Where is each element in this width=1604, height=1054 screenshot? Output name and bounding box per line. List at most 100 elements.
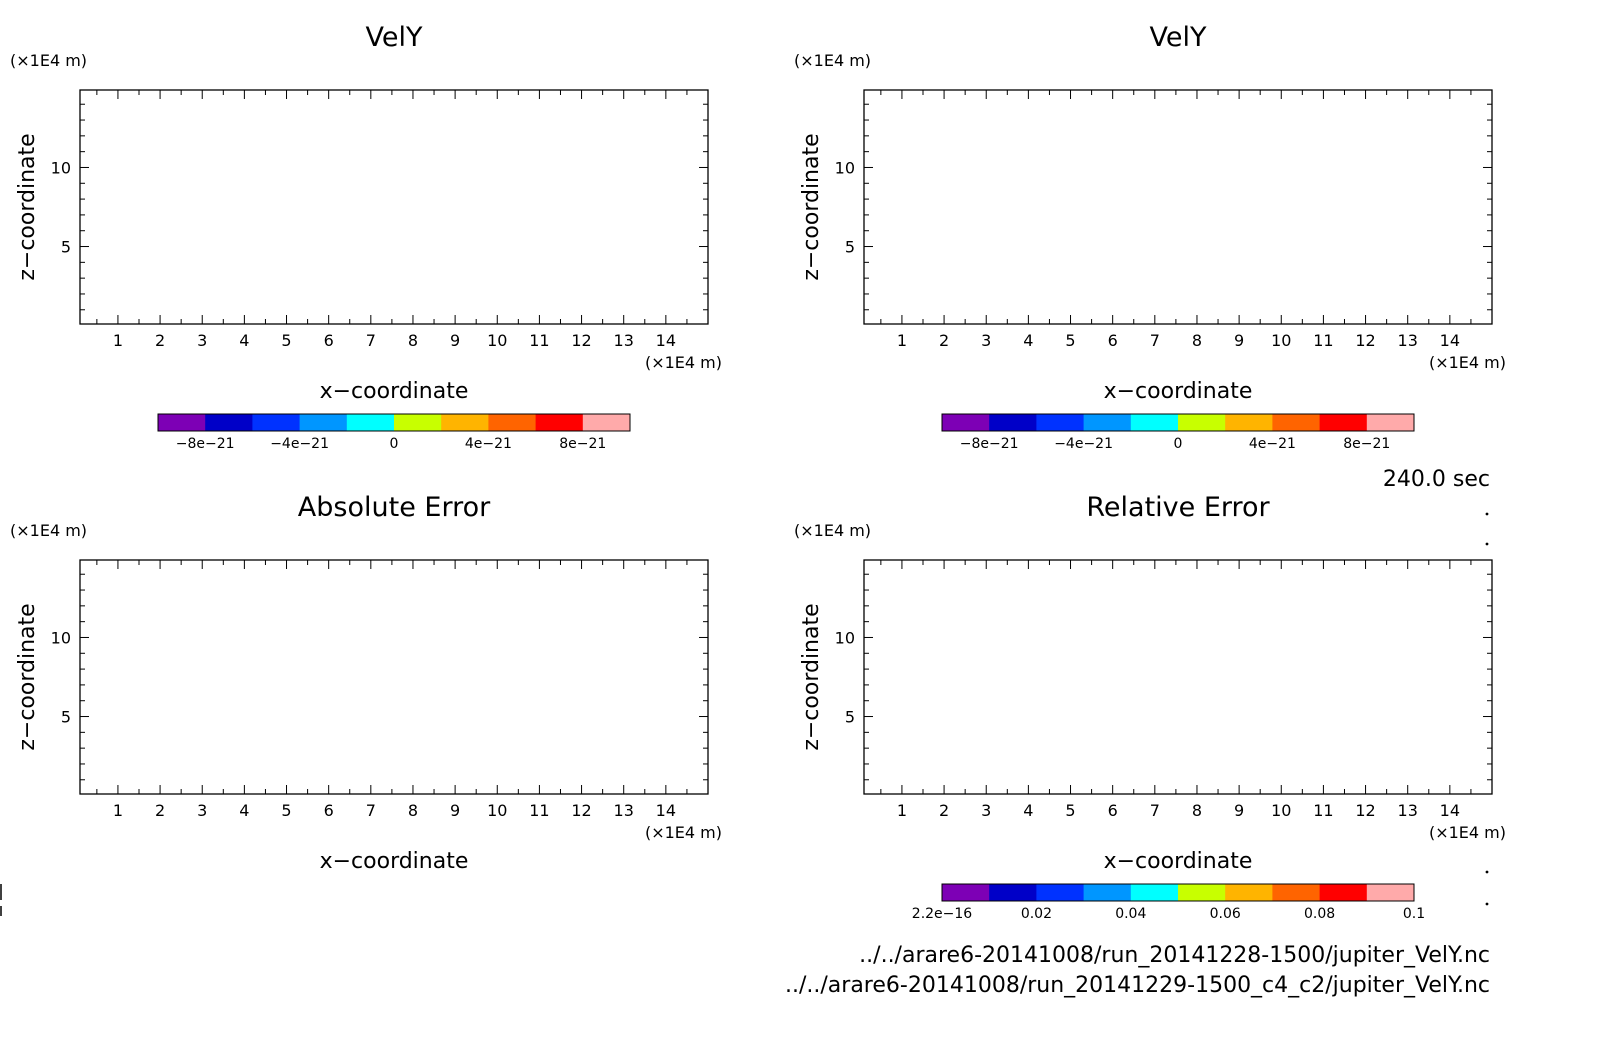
x-tick-label: 5: [281, 331, 291, 350]
x-unit-label: (×1E4 m): [645, 823, 722, 842]
x-tick-label: 3: [197, 331, 207, 350]
colorbar-label: 0.04: [1115, 906, 1146, 922]
colorbar-label: 0.1: [1403, 906, 1425, 922]
panel-title: Relative Error: [1086, 492, 1270, 523]
x-tick-label: 14: [1440, 331, 1460, 350]
y-tick-label: 10: [835, 158, 855, 177]
x-tick-label: 11: [529, 801, 549, 820]
y-tick-label: 10: [51, 628, 71, 647]
x-axis-label: x−coordinate: [320, 379, 469, 404]
colorbar-swatch: [299, 414, 348, 431]
x-tick-label: 5: [1065, 331, 1075, 350]
y-tick-label: 5: [845, 238, 855, 257]
x-tick-label: 7: [1150, 331, 1160, 350]
colorbar-swatch: [488, 414, 537, 431]
x-tick-label: 13: [1398, 801, 1418, 820]
time-label: 240.0 sec: [1383, 467, 1490, 492]
colorbar-swatch: [158, 414, 206, 431]
colorbar-swatch: [1272, 884, 1321, 901]
x-tick-label: 10: [487, 331, 507, 350]
panel-title: Absolute Error: [298, 492, 491, 523]
x-tick-label: 8: [408, 331, 418, 350]
x-tick-label: 5: [1065, 801, 1075, 820]
x-tick-label: 7: [366, 331, 376, 350]
panel-4: Relative Error(×1E4 m)1 2 3 4 5 6 7 8 9 10 11 12 13 1…: [794, 492, 1506, 922]
colorbar-swatch: [1272, 414, 1321, 431]
colorbar-label: −4e−21: [270, 436, 329, 452]
plot-frame: [863, 559, 1493, 795]
colorbar-frame: [941, 413, 1415, 432]
x-tick-label: 11: [1313, 801, 1333, 820]
colorbar-label: −4e−21: [1054, 436, 1113, 452]
colorbar-swatch: [1319, 884, 1368, 901]
x-tick-label: 8: [408, 801, 418, 820]
colorbar-swatch: [942, 414, 990, 431]
x-tick-label: 4: [239, 331, 249, 350]
x-tick-label: 14: [1440, 801, 1460, 820]
colorbar-label: 8e−21: [1343, 436, 1390, 452]
colorbar-label: 0.08: [1304, 906, 1335, 922]
y-axis-label: z−coordinate: [15, 603, 40, 750]
plot-frame: [79, 89, 709, 325]
y-axis-label: z−coordinate: [799, 603, 824, 750]
x-tick-label: 9: [450, 801, 460, 820]
colorbar-swatch: [942, 884, 990, 901]
x-tick-label: 12: [1355, 331, 1375, 350]
x-tick-label: 1: [897, 801, 907, 820]
colorbar-swatch: [205, 414, 253, 431]
x-tick-label: 10: [1271, 801, 1291, 820]
colorbar-swatch: [1036, 414, 1085, 431]
x-tick-label: 4: [1023, 331, 1033, 350]
x-tick-label: 5: [281, 801, 291, 820]
colorbar-label: 8e−21: [559, 436, 606, 452]
x-tick-label: 7: [366, 801, 376, 820]
colorbar-label: 0: [390, 436, 399, 452]
x-tick-label: 1: [113, 801, 123, 820]
x-axis-label: x−coordinate: [320, 849, 469, 874]
colorbar-swatch: [1366, 414, 1415, 431]
colorbar-swatch: [989, 884, 1037, 901]
colorbar-swatch: [394, 414, 442, 431]
colorbar-swatch: [1225, 884, 1273, 901]
x-tick-label: 6: [1108, 331, 1118, 350]
colorbar-swatch: [1366, 884, 1415, 901]
x-tick-label: 9: [450, 331, 460, 350]
colorbar-swatch: [1178, 884, 1226, 901]
panel-3: Absolute Error(×1E4 m)1 2 3 4 5 6 7 8 9 10 11 12 13 1…: [10, 492, 722, 874]
x-tick-label: 10: [487, 801, 507, 820]
x-tick-label: 2: [939, 801, 949, 820]
x-tick-label: 1: [113, 331, 123, 350]
file-path-2: ../../arare6-20141008/run_20141229-1500_…: [785, 973, 1490, 998]
colorbar-label: 4e−21: [1249, 436, 1296, 452]
panel-title: VelY: [1150, 22, 1207, 53]
x-axis-label: x−coordinate: [1104, 849, 1253, 874]
colorbar-label: 2.2e−16: [912, 906, 973, 922]
colorbar-label: 4e−21: [465, 436, 512, 452]
x-tick-label: 9: [1234, 801, 1244, 820]
colorbar-swatch: [1083, 414, 1132, 431]
colorbar-swatch: [1036, 884, 1085, 901]
colorbar-swatch: [1225, 414, 1273, 431]
margin-dot: [1485, 542, 1489, 546]
x-tick-label: 4: [239, 801, 249, 820]
colorbar-swatch: [346, 414, 395, 431]
x-tick-label: 6: [324, 801, 334, 820]
x-unit-label: (×1E4 m): [1429, 353, 1506, 372]
margin-dot: [1485, 870, 1489, 874]
colorbar-swatch: [441, 414, 489, 431]
colorbar-swatch: [1319, 414, 1368, 431]
x-unit-label: (×1E4 m): [645, 353, 722, 372]
x-tick-label: 7: [1150, 801, 1160, 820]
x-tick-label: 13: [614, 801, 634, 820]
colorbar-swatch: [1130, 884, 1179, 901]
colorbar-label: 0: [1174, 436, 1183, 452]
file-path-1: ../../arare6-20141008/run_20141228-1500/…: [859, 943, 1490, 968]
colorbar-frame: [157, 413, 631, 432]
x-tick-label: 8: [1192, 331, 1202, 350]
x-tick-label: 3: [981, 801, 991, 820]
y-tick-label: 5: [61, 708, 71, 727]
x-tick-label: 12: [1355, 801, 1375, 820]
x-tick-label: 14: [656, 331, 676, 350]
plot-frame: [863, 89, 1493, 325]
colorbar-label: −8e−21: [960, 436, 1019, 452]
